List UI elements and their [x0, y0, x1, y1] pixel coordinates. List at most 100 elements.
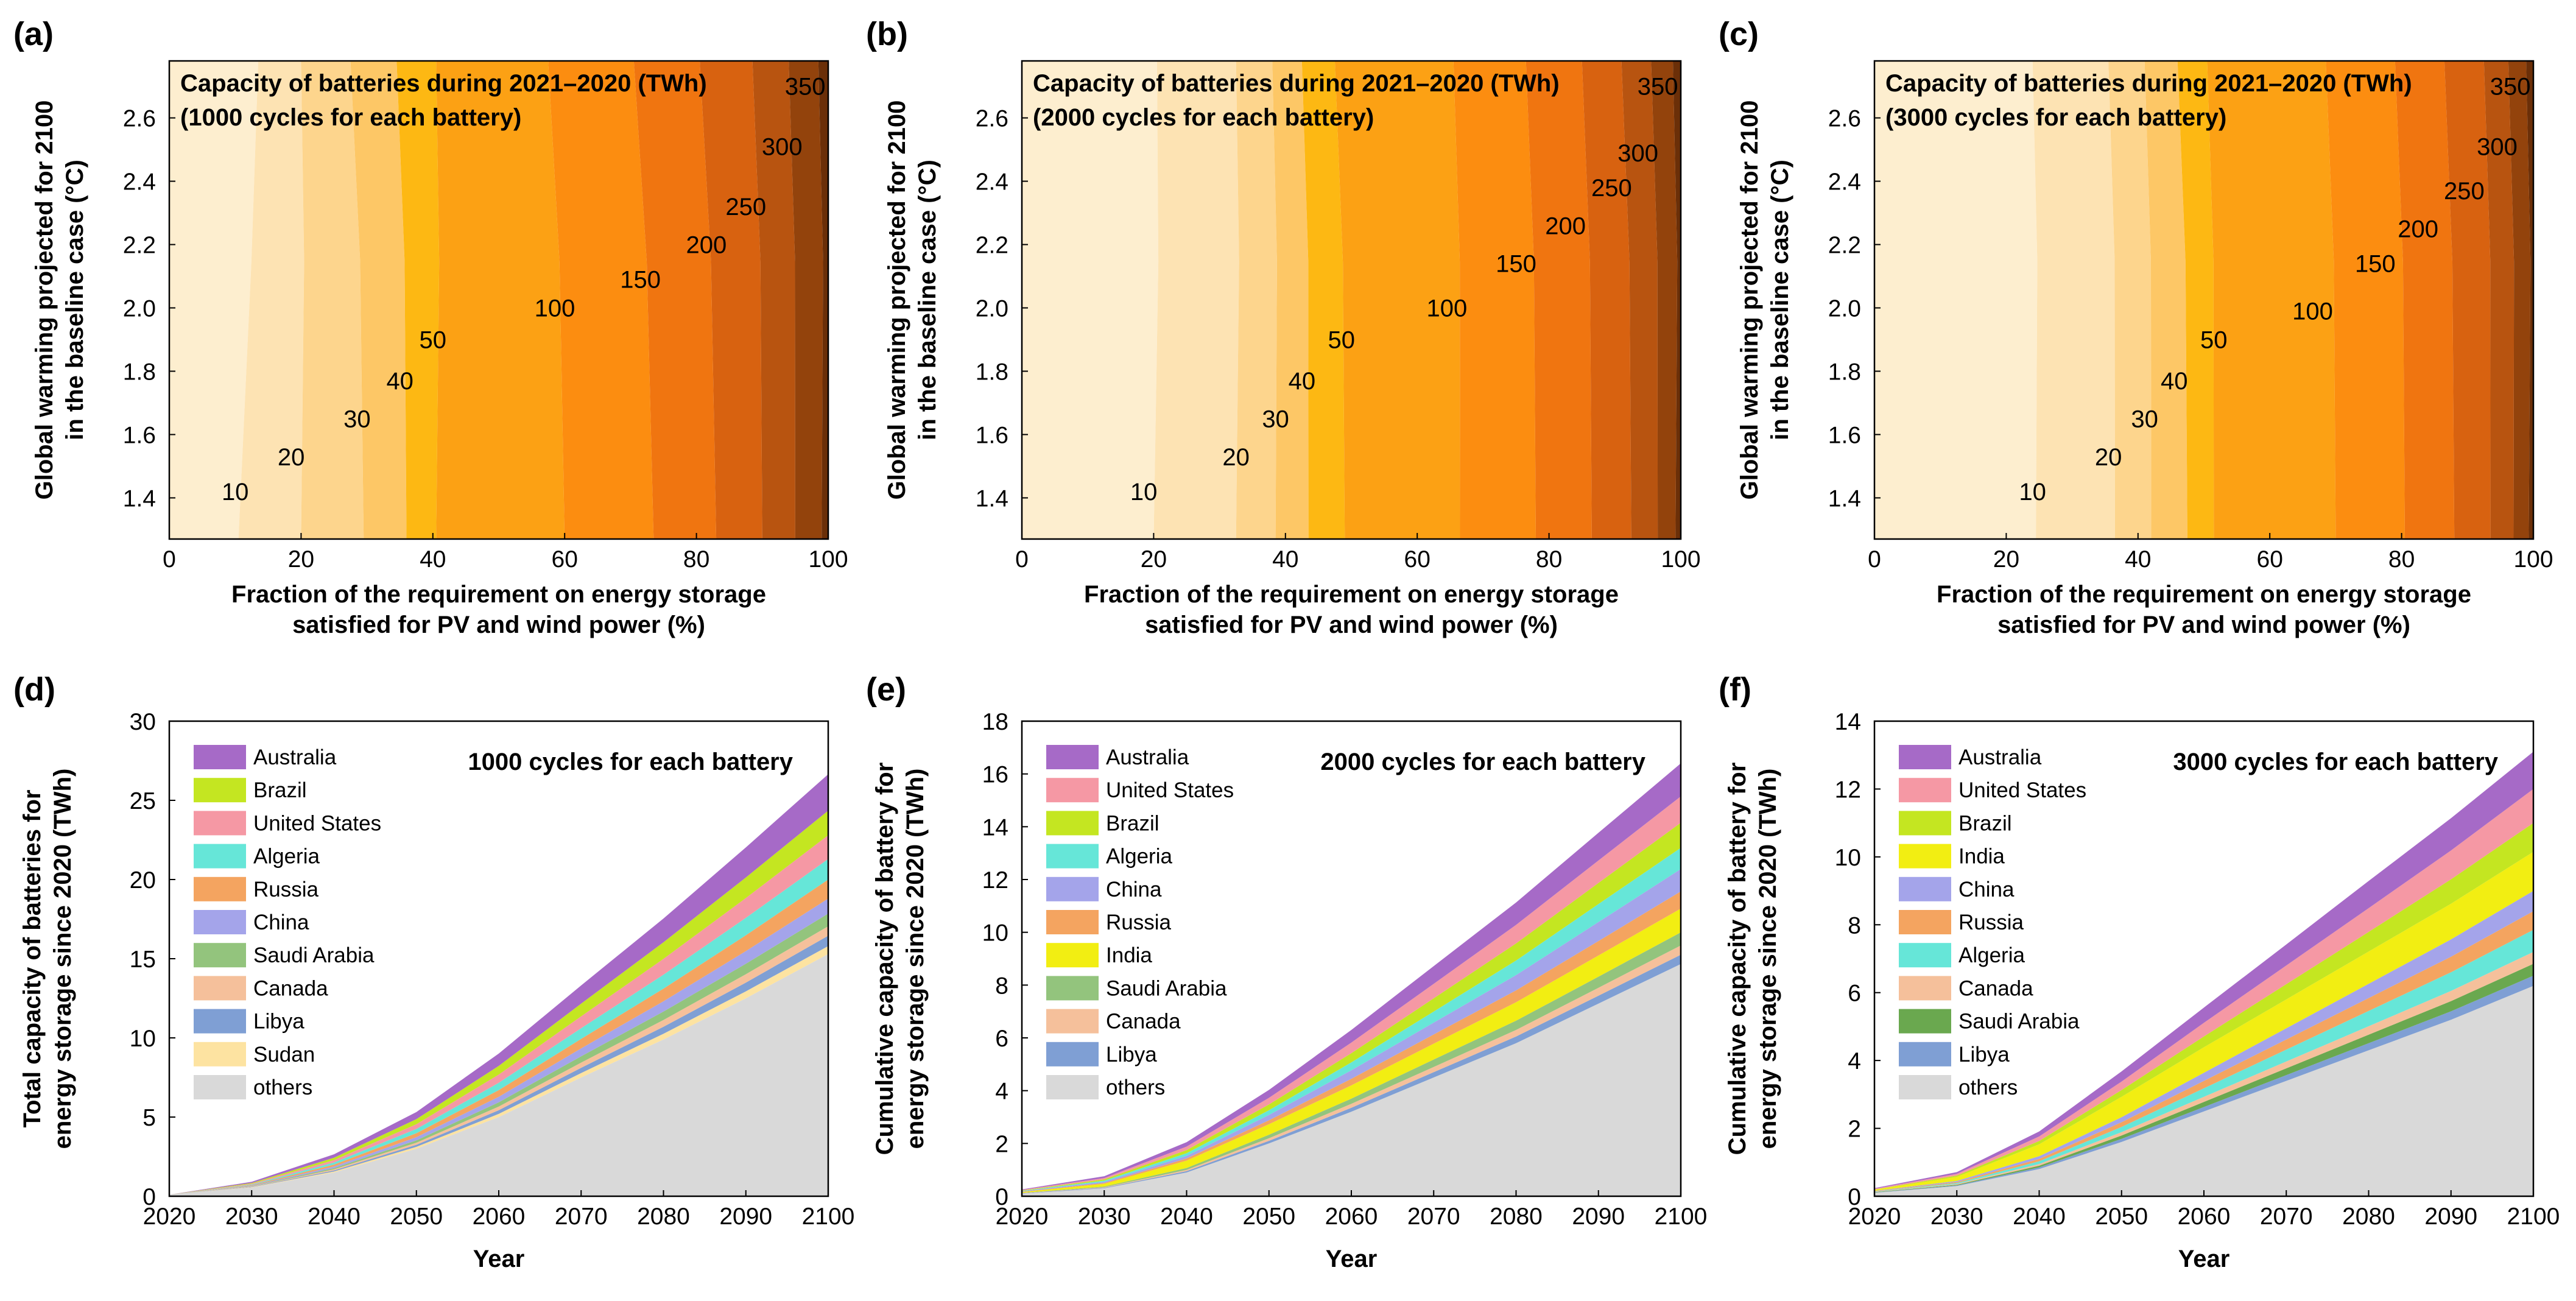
contour-label-10: 10	[2019, 479, 2046, 506]
plot-area	[1022, 61, 1681, 539]
contour-label-30: 30	[343, 406, 371, 432]
contour-label-200: 200	[1545, 213, 1586, 239]
legend-swatch-others	[194, 1075, 246, 1099]
legend-label-libya: Libya	[1958, 1043, 2010, 1067]
legend-label-libya: Libya	[253, 1010, 304, 1034]
contour-label-30: 30	[2131, 406, 2158, 432]
plot-frame	[1873, 60, 2535, 540]
y-tick-label-8: 8	[1848, 912, 1861, 939]
contour-label-100: 100	[1427, 295, 1468, 322]
y-tick-label-12: 12	[1835, 777, 1861, 803]
chart-subtitle: (3000 cycles for each battery)	[1885, 104, 2226, 131]
x-tick-label-2060: 2060	[2178, 1204, 2231, 1230]
y-tick-label-1.8: 1.8	[976, 359, 1008, 385]
contour-band-200	[700, 61, 762, 539]
x-tick-label-2100: 2100	[802, 1204, 855, 1230]
contour-band-10	[238, 61, 304, 539]
y-tick-label-0: 0	[995, 1184, 1008, 1210]
area-series-others	[1022, 964, 1681, 1196]
y-tick-label-2: 2.0	[1828, 295, 1861, 322]
y-tick-label-6: 6	[995, 1026, 1008, 1052]
y-tick-label-18: 18	[982, 709, 1008, 735]
contour-label-150: 150	[2355, 251, 2396, 278]
y-tick-label-2: 2.0	[123, 295, 156, 322]
x-tick-label-2030: 2030	[225, 1204, 278, 1230]
contour-band-350	[1673, 61, 1681, 539]
y-axis-title-line-1: Global warming projected for 2100	[31, 100, 58, 500]
legend-label-brazil: Brazil	[1106, 811, 1160, 835]
contour-band-30	[1272, 61, 1309, 539]
x-tick-label-100: 100	[808, 546, 848, 573]
y-tick-label-1.8: 1.8	[123, 359, 156, 385]
legend-swatch-saudi-arabia	[1899, 1009, 1951, 1034]
contour-band-300	[2508, 61, 2531, 539]
contour-label-50: 50	[1328, 326, 1356, 353]
area-series-others	[1874, 985, 2533, 1196]
x-tick-label-2090: 2090	[1572, 1204, 1625, 1230]
legend-swatch-libya	[1899, 1042, 1951, 1067]
chart-title: Capacity of batteries during 2021–2020 (…	[1885, 70, 2412, 97]
legend-label-china: China	[1106, 878, 1162, 901]
contour-band-40	[2177, 61, 2214, 539]
x-tick-label-80: 80	[1536, 546, 1562, 573]
x-axis-title: Year	[1326, 1246, 1378, 1272]
legend-swatch-canada	[194, 976, 246, 1001]
x-tick-label-2090: 2090	[2424, 1204, 2477, 1230]
legend-label-brazil: Brazil	[253, 778, 307, 802]
legend-label-australia: Australia	[1958, 746, 2042, 769]
legend-label-united-states: United States	[253, 811, 381, 835]
y-axis-title-line-2: energy storage since 2020 (TWh)	[1754, 769, 1781, 1149]
contour-band-250	[2483, 61, 2514, 539]
legend-label-united-states: United States	[1106, 778, 1234, 802]
y-tick-label-2.4: 2.4	[123, 169, 156, 196]
contour-band-250	[752, 61, 795, 539]
x-tick-label-2040: 2040	[2013, 1204, 2066, 1230]
chart-title: 1000 cycles for each battery	[468, 749, 793, 775]
legend-label-india: India	[1958, 845, 2005, 869]
y-tick-label-5: 5	[143, 1105, 156, 1131]
contour-label-250: 250	[1591, 175, 1632, 202]
y-axis-title-line-2: in the baseline case (°C)	[1767, 160, 1793, 440]
x-tick-label-60: 60	[2257, 546, 2283, 573]
x-tick-label-2020: 2020	[143, 1204, 196, 1230]
y-tick-label-20: 20	[130, 867, 156, 894]
contour-label-150: 150	[620, 267, 661, 294]
contour-band-30	[2144, 61, 2187, 539]
contour-band-50	[2207, 61, 2336, 539]
contour-band-below-10	[1874, 61, 2038, 539]
x-tick-label-2050: 2050	[390, 1204, 443, 1230]
x-tick-label-2080: 2080	[637, 1204, 690, 1230]
legend-label-russia: Russia	[253, 878, 319, 901]
contour-band-below-10	[169, 61, 259, 539]
plot-frame	[168, 60, 829, 540]
x-tick-label-2070: 2070	[555, 1204, 608, 1230]
x-axis-title-line-1: Fraction of the requirement on energy st…	[1937, 581, 2471, 608]
x-tick-label-0: 0	[1868, 546, 1881, 573]
panel-letter-e: (e)	[866, 671, 906, 708]
contour-band-150	[633, 61, 717, 539]
contour-band-40	[396, 61, 440, 539]
panel-letter-d: (d)	[13, 671, 55, 708]
legend-swatch-australia	[1899, 745, 1951, 769]
x-tick-label-2030: 2030	[1930, 1204, 1983, 1230]
contour-band-350	[2526, 61, 2533, 539]
y-axis-title-line-2: energy storage since 2020 (TWh)	[902, 769, 929, 1149]
legend-label-russia: Russia	[1958, 911, 2024, 934]
y-axis-title-line-2: in the baseline case (°C)	[914, 160, 941, 440]
legend-label-saudi-arabia: Saudi Arabia	[1958, 1010, 2080, 1034]
y-tick-label-2.2: 2.2	[1828, 233, 1861, 259]
x-tick-label-20: 20	[288, 546, 314, 573]
x-tick-label-0: 0	[1015, 546, 1029, 573]
legend-label-brazil: Brazil	[1958, 811, 2012, 835]
contour-band-100	[1453, 61, 1536, 539]
contour-label-30: 30	[1262, 406, 1289, 432]
area-chart-e: Australia United States Brazil Algeria China…	[871, 709, 1707, 1272]
legend-swatch-australia	[1046, 745, 1099, 769]
legend-swatch-china	[194, 910, 246, 934]
legend-label-others: others	[1958, 1076, 2018, 1099]
legend-swatch-canada	[1046, 1009, 1099, 1034]
x-tick-label-20: 20	[1993, 546, 2019, 573]
x-tick-label-2060: 2060	[473, 1204, 526, 1230]
contour-band-300	[789, 61, 823, 539]
